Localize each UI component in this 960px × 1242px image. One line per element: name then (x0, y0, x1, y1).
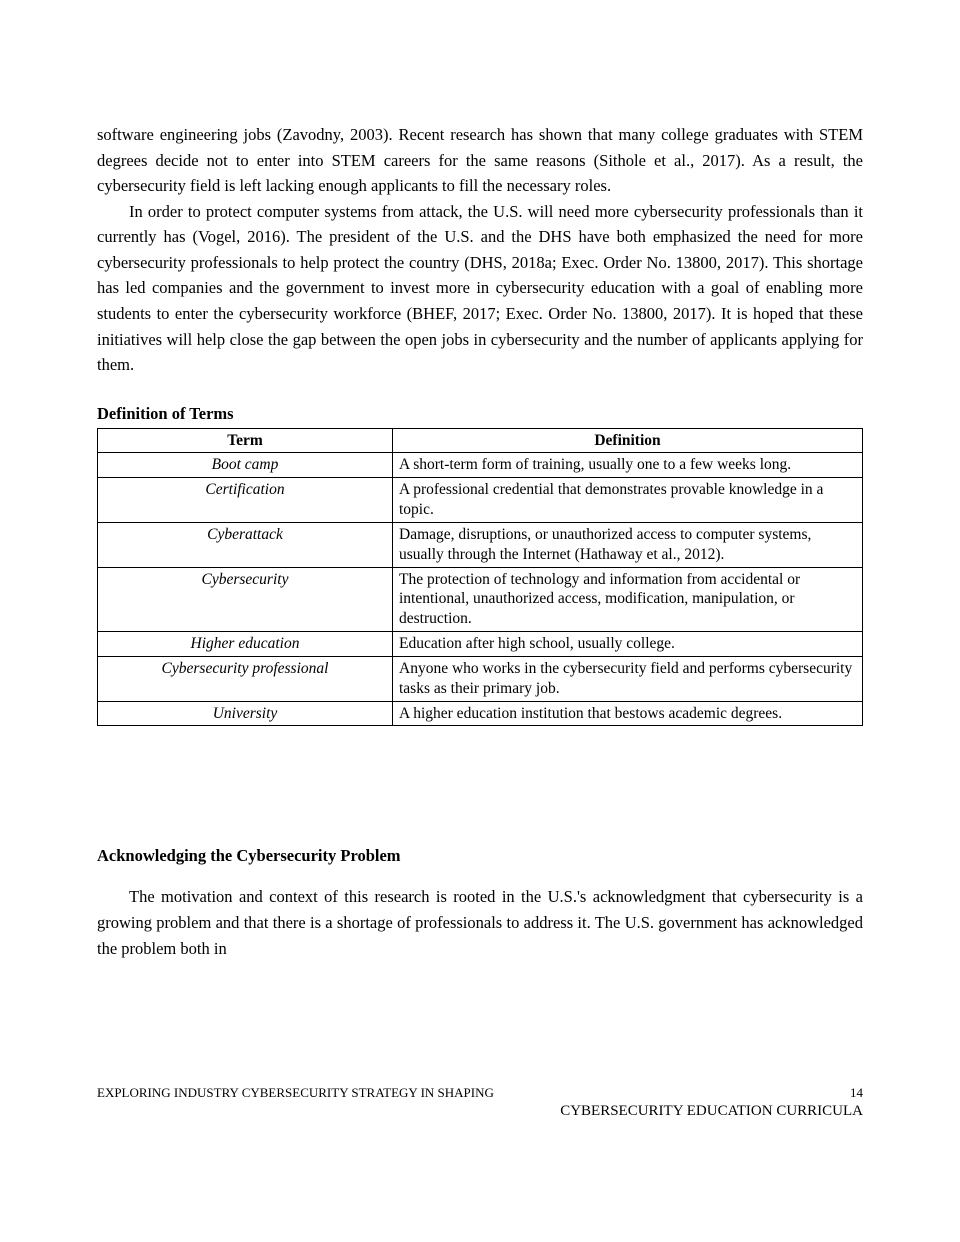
term-cell: University (98, 701, 393, 726)
term-cell: Cyberattack (98, 522, 393, 567)
col-header-term: Term (98, 428, 393, 453)
definition-cell: Damage, disruptions, or unauthorized acc… (393, 522, 863, 567)
acknowledging-heading: Acknowledging the Cybersecurity Problem (97, 846, 863, 866)
footer-page-number: 14 (850, 1085, 863, 1101)
page-footer: EXPLORING INDUSTRY CYBERSECURITY STRATEG… (97, 1085, 863, 1120)
term-cell: Cybersecurity (98, 567, 393, 631)
intro-paragraph-1: software engineering jobs (Zavodny, 2003… (97, 122, 863, 199)
definition-cell: Anyone who works in the cybersecurity fi… (393, 656, 863, 701)
footer-running-head-2: CYBERSECURITY EDUCATION CURRICULA (97, 1103, 863, 1120)
definition-cell: A short-term form of training, usually o… (393, 453, 863, 478)
term-cell: Boot camp (98, 453, 393, 478)
table-row: Cybersecurity The protection of technolo… (98, 567, 863, 631)
definitions-heading: Definition of Terms (97, 404, 863, 424)
definition-cell: The protection of technology and informa… (393, 567, 863, 631)
intro-section: software engineering jobs (Zavodny, 2003… (97, 122, 863, 378)
table-header-row: Term Definition (98, 428, 863, 453)
table-row: Cybersecurity professional Anyone who wo… (98, 656, 863, 701)
definitions-table: Term Definition Boot camp A short-term f… (97, 428, 863, 727)
intro-paragraph-2: In order to protect computer systems fro… (97, 199, 863, 378)
col-header-definition: Definition (393, 428, 863, 453)
table-row: Higher education Education after high sc… (98, 632, 863, 657)
footer-line-1: EXPLORING INDUSTRY CYBERSECURITY STRATEG… (97, 1085, 863, 1101)
term-cell: Certification (98, 478, 393, 523)
table-row: Boot camp A short-term form of training,… (98, 453, 863, 478)
table-row: Cyberattack Damage, disruptions, or unau… (98, 522, 863, 567)
table-row: University A higher education institutio… (98, 701, 863, 726)
definition-cell: A professional credential that demonstra… (393, 478, 863, 523)
definition-cell: A higher education institution that best… (393, 701, 863, 726)
definitions-table-container: Term Definition Boot camp A short-term f… (97, 428, 863, 727)
term-cell: Higher education (98, 632, 393, 657)
acknowledging-paragraph: The motivation and context of this resea… (97, 884, 863, 961)
document-page: software engineering jobs (Zavodny, 2003… (0, 0, 960, 1242)
footer-running-head-1: EXPLORING INDUSTRY CYBERSECURITY STRATEG… (97, 1085, 494, 1101)
definition-cell: Education after high school, usually col… (393, 632, 863, 657)
term-cell: Cybersecurity professional (98, 656, 393, 701)
table-row: Certification A professional credential … (98, 478, 863, 523)
